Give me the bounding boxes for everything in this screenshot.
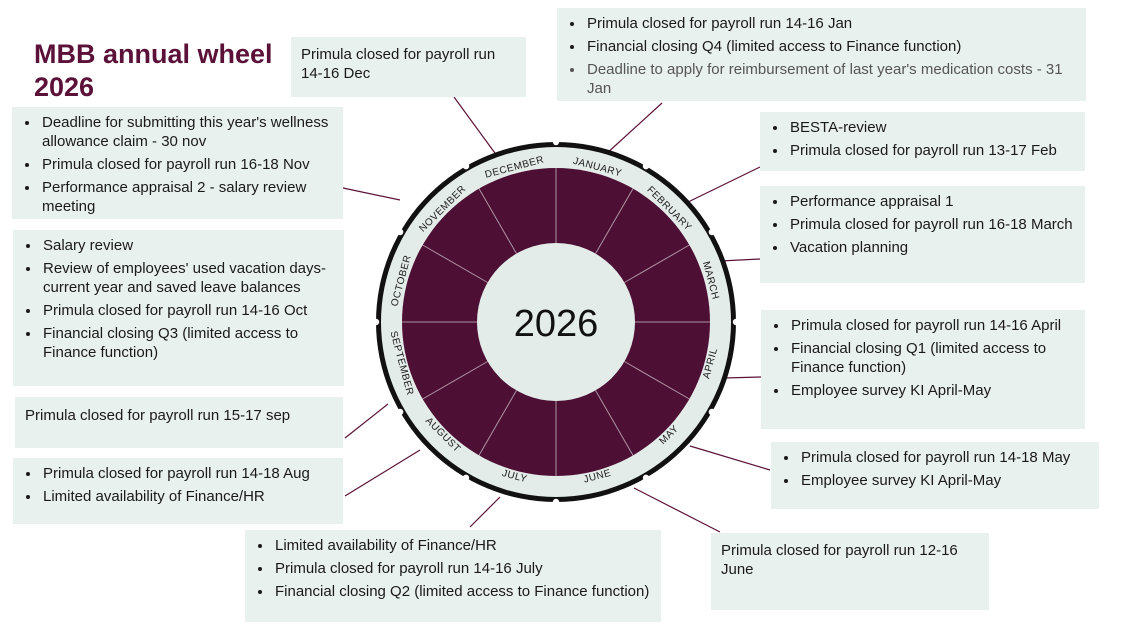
wheel-rim-notch [552,498,560,506]
note-march: Performance appraisal 1 Primula closed f… [760,186,1085,283]
wheel-rim-notch [552,138,560,146]
wheel-rim-notch [708,408,716,416]
note-october-item: Review of employees' used vacation days-… [41,259,334,297]
wheel-rim-notch [462,162,470,170]
note-october-item: Financial closing Q3 (limited access to … [41,324,334,362]
connector-line [342,187,401,201]
note-april: Primula closed for payroll run 14-16 Apr… [761,310,1085,429]
note-february-item: Primula closed for payroll run 13-17 Feb [788,141,1075,160]
wheel-hub [477,243,635,401]
wheel-segment-divider [478,188,517,254]
note-january: Primula closed for payroll run 14-16 Jan… [557,8,1086,101]
wheel-rim-notch [372,318,380,326]
wheel-rim-notch [708,228,716,236]
note-november-item: Primula closed for payroll run 16-18 Nov [40,155,333,174]
note-july-item: Limited availability of Finance/HR [273,536,651,555]
connector-line [689,445,771,471]
title-line-1: MBB annual wheel [34,39,273,69]
note-january-item: Deadline to apply for reimbursement of l… [585,60,1076,98]
note-december: Primula closed for payroll run 14-16 Dec [291,37,526,97]
wheel-rim-notch [462,474,470,482]
wheel-segment-divider [595,390,634,456]
note-april-item: Financial closing Q1 (limited access to … [789,339,1075,377]
note-january-item: Financial closing Q4 (limited access to … [585,37,1076,56]
note-april-item: Primula closed for payroll run 14-16 Apr… [789,316,1075,335]
wheel-segment-divider [595,188,634,254]
note-march-item: Primula closed for payroll run 16-18 Mar… [788,215,1075,234]
connector-line [469,496,501,528]
note-october-item: Primula closed for payroll run 14-16 Oct [41,301,334,320]
connector-line [683,166,761,205]
note-january-item: Primula closed for payroll run 14-16 Jan [585,14,1076,33]
note-may-item: Primula closed for payroll run 14-18 May [799,448,1089,467]
connector-line [633,487,721,533]
note-june-text: Primula closed for payroll run 12-16 Jun… [721,542,958,578]
connector-line [344,449,421,497]
note-february-item: BESTA-review [788,118,1075,137]
note-august-item: Primula closed for payroll run 14-18 Aug [41,464,333,483]
wheel-segment-divider [422,361,488,400]
note-november-item: Deadline for submitting this year's well… [40,113,333,151]
note-may-item: Employee survey KI April-May [799,471,1089,490]
note-november-item: Performance appraisal 2 - salary review … [40,178,333,216]
wheel-segment-divider [422,244,488,283]
note-june: Primula closed for payroll run 12-16 Jun… [711,533,989,610]
note-may: Primula closed for payroll run 14-18 May… [771,442,1099,509]
note-march-item: Vacation planning [788,238,1075,257]
connector-line [723,376,762,379]
note-july-item: Primula closed for payroll run 14-16 Jul… [273,559,651,578]
note-august-item: Limited availability of Finance/HR [41,487,333,506]
note-december-text: Primula closed for payroll run 14-16 Dec [301,46,496,82]
note-october: Salary review Review of employees' used … [13,230,344,386]
connector-line [453,96,501,161]
note-february: BESTA-review Primula closed for payroll … [760,112,1085,171]
wheel-rim-notch [396,228,404,236]
note-august: Primula closed for payroll run 14-18 Aug… [13,458,343,524]
note-july-item: Financial closing Q2 (limited access to … [273,582,651,601]
connector-line [604,102,663,156]
connector-line [719,258,761,262]
note-november: Deadline for submitting this year's well… [12,107,343,219]
wheel-segment-divider [478,390,517,456]
wheel-year-label: 2026 [514,303,599,345]
wheel-rim-notch [732,318,740,326]
note-october-item: Salary review [41,236,334,255]
note-september-text: Primula closed for payroll run 15-17 sep [25,407,291,424]
page-title: MBB annual wheel 2026 [34,38,294,104]
wheel-segment-divider [624,361,690,400]
note-july: Limited availability of Finance/HR Primu… [245,530,661,622]
wheel-rim-notch [642,474,650,482]
wheel-rim-notch [396,408,404,416]
connector-line [344,403,389,439]
wheel-rim-notch [642,162,650,170]
note-march-item: Performance appraisal 1 [788,192,1075,211]
wheel-segment-divider [624,244,690,283]
note-april-item: Employee survey KI April-May [789,381,1075,400]
note-september: Primula closed for payroll run 15-17 sep [15,397,343,448]
title-line-2: 2026 [34,72,95,102]
